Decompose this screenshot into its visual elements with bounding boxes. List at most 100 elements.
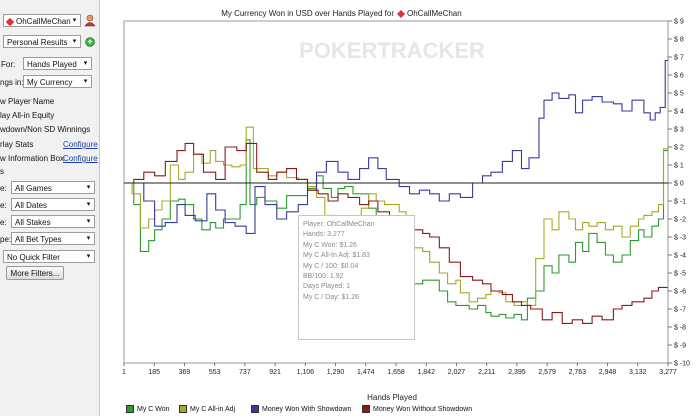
tooltip-player: Player: OhCallMeChan (303, 221, 375, 228)
x-tick-label: 2,948 (599, 369, 617, 376)
chart-tooltip: Player: OhCallMeChan Hands: 3,277 My C W… (298, 215, 415, 340)
player-select[interactable]: OhCallMeChan ▾ (3, 14, 81, 27)
stakes-filter-label: e: (0, 218, 7, 227)
sidebar: OhCallMeChan ▾ Personal Results ▾ For: H… (0, 0, 100, 416)
infobox-configure-link[interactable]: Configure (63, 154, 98, 163)
x-tick-label: 921 (269, 369, 281, 376)
y-tick-label: $ -5 (674, 271, 686, 278)
y-tick-label: $ 2 (674, 145, 684, 152)
stakes-filter-select[interactable]: All Stakes ▾ (11, 215, 95, 228)
legend-label: My C Won (137, 405, 170, 413)
legend-swatch (126, 405, 134, 413)
line-chart: POKERTRACKER $ 9 $ 8 $ 7 $ 6 $ 5 $ 4 $ 3 $ 2 $ 1… (122, 9, 690, 402)
y-tick-label: $ -9 (674, 343, 686, 350)
x-tick-label: 2,763 (569, 369, 587, 376)
quick-filter-value: No Quick Filter (7, 253, 60, 262)
for-select[interactable]: Hands Played ▾ (23, 57, 92, 70)
y-tick-label: $ 4 (674, 109, 684, 116)
x-tick-label: 1,474 (357, 369, 375, 376)
report-select-value: Personal Results (7, 38, 68, 47)
showdown-winnings-option[interactable]: wdown/Non SD Winnings (0, 125, 91, 134)
report-select[interactable]: Personal Results ▾ (3, 35, 81, 48)
show-player-name-option[interactable]: w Player Name (0, 97, 55, 106)
tooltip-per-day: My C / Day: $1.26 (303, 293, 360, 301)
tooltip-per100: My C / 100: $0.04 (303, 262, 359, 270)
y-tick-label: $ 7 (674, 55, 684, 62)
date-filter-label: e: (0, 201, 7, 210)
y-tick-label: $ -2 (674, 217, 686, 224)
x-tick-label: 2,579 (538, 369, 556, 376)
x-tick-label: 737 (239, 369, 251, 376)
display-allin-equity-option[interactable]: lay All-in Equity (0, 111, 55, 120)
more-filters-label: More Filters... (10, 269, 60, 278)
chevron-down-icon: ▾ (86, 201, 91, 208)
for-select-value: Hands Played (27, 60, 77, 69)
tooltip-won: My C Won: $1.26 (303, 241, 357, 249)
legend-label: Money Won With Showdown (262, 405, 352, 413)
tooltip-bb100: BB/100: 1.92 (303, 273, 344, 281)
x-tick-label: 553 (209, 369, 221, 376)
x-tick-label: 1,842 (417, 369, 435, 376)
chevron-down-icon: ▾ (72, 17, 77, 24)
x-axis-label: Hands Played (367, 393, 417, 402)
y-tick-label: $ 0 (674, 181, 684, 188)
chart-area: POKERTRACKER $ 9 $ 8 $ 7 $ 6 $ 5 $ 4 $ 3 $ 2 $ 1… (100, 0, 700, 416)
y-tick-label: $ -7 (674, 307, 686, 314)
player-icon (5, 17, 15, 26)
chevron-down-icon: ▾ (86, 218, 91, 225)
x-tick-label: 185 (148, 369, 160, 376)
winnings-select-value: My Currency (27, 78, 73, 87)
x-tick-label: 2,211 (478, 369, 495, 376)
game-filter-value: All Games (15, 184, 52, 193)
player-select-value: OhCallMeChan (16, 17, 71, 26)
x-tick-label: 369 (179, 369, 191, 376)
y-tick-label: $ -1 (674, 199, 686, 206)
player-diamond-icon (397, 10, 405, 18)
legend-swatch (362, 405, 370, 413)
filters-heading: s (0, 167, 4, 176)
chevron-down-icon: ▾ (86, 253, 91, 260)
overlay-configure-link[interactable]: Configure (63, 140, 98, 149)
bettype-filter-label: pe: (0, 235, 12, 244)
y-tick-label: $ -10 (674, 361, 690, 368)
overlay-stats-label: rlay Stats (0, 140, 34, 149)
refresh-icon[interactable] (85, 37, 95, 47)
date-filter-value: All Dates (15, 201, 48, 210)
chevron-down-icon: ▾ (83, 60, 88, 67)
legend-item-non-showdown[interactable]: Money Won Without Showdown (362, 405, 472, 413)
chevron-down-icon: ▾ (86, 235, 91, 242)
quick-filter-select[interactable]: No Quick Filter ▾ (3, 250, 95, 263)
tooltip-days: Days Played: 1 (303, 283, 351, 291)
x-tick-label: 1,106 (297, 369, 315, 376)
user-icon[interactable] (84, 14, 96, 27)
chart-title: My Currency Won in USD over Hands Played… (221, 9, 394, 18)
series-line-2 (124, 55, 669, 234)
chart-title-player: OhCallMeChan (407, 9, 462, 18)
date-filter-select[interactable]: All Dates ▾ (11, 198, 95, 211)
legend-label: My C All-in Adj (190, 405, 236, 413)
game-filter-label: e: (0, 184, 7, 193)
y-tick-label: $ -8 (674, 325, 686, 332)
bettype-filter-select[interactable]: All Bet Types ▾ (11, 232, 95, 245)
x-tick-label: 1,290 (327, 369, 345, 376)
chevron-down-icon: ▾ (72, 38, 77, 45)
legend-item-my-c-won[interactable]: My C Won (126, 405, 170, 413)
more-filters-button[interactable]: More Filters... (6, 266, 64, 280)
y-tick-label: $ 1 (674, 163, 684, 170)
x-tick-label: 1 (122, 369, 126, 376)
y-tick-label: $ 8 (674, 37, 684, 44)
y-tick-label: $ 5 (674, 91, 684, 98)
watermark: POKERTRACKER (299, 38, 485, 63)
y-tick-label: $ 9 (674, 19, 684, 26)
chevron-down-icon: ▾ (83, 78, 88, 85)
x-tick-label: 1,658 (387, 369, 405, 376)
winnings-select[interactable]: My Currency ▾ (23, 75, 92, 88)
legend-item-showdown[interactable]: Money Won With Showdown (251, 405, 351, 413)
y-tick-label: $ -4 (674, 253, 686, 260)
chevron-down-icon: ▾ (86, 184, 91, 191)
tooltip-hands: Hands: 3,277 (303, 231, 345, 239)
legend-item-my-c-allin-adj[interactable]: My C All-in Adj (179, 405, 235, 413)
winnings-label: ngs in: (0, 78, 24, 87)
y-tick-label: $ -6 (674, 289, 686, 296)
game-filter-select[interactable]: All Games ▾ (11, 181, 95, 194)
